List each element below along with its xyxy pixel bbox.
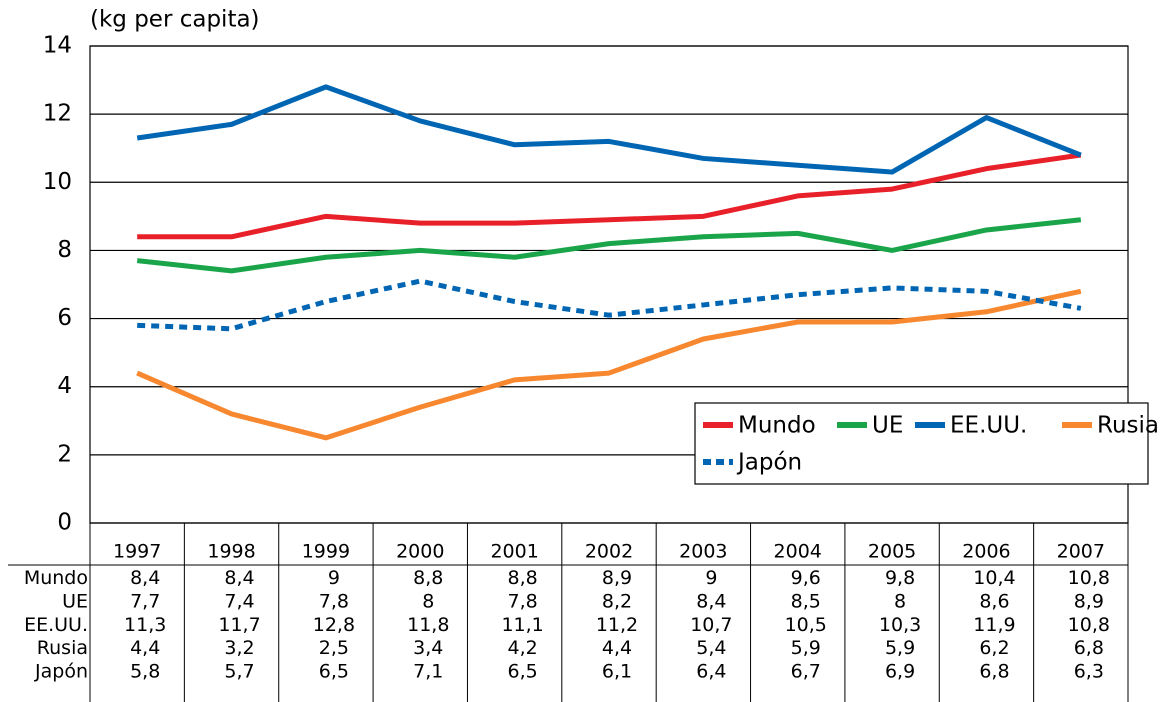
table-row-label: Mundo [24, 567, 88, 589]
table-cell: 6,9 [885, 660, 915, 682]
table-cell: 9 [705, 567, 717, 589]
table-cell: 4,4 [602, 637, 632, 659]
series-line [136, 288, 1082, 441]
table-cell: 11,8 [407, 614, 449, 636]
legend-box [694, 402, 1149, 485]
x-tick-label: 1998 [207, 541, 255, 563]
table-cell: 8 [894, 590, 906, 612]
table-cell: 8,6 [979, 590, 1009, 612]
x-tick-label: 2005 [868, 541, 916, 563]
x-tick-label: 1999 [302, 541, 350, 563]
table-cell: 8,4 [130, 567, 160, 589]
x-tick-label: 2003 [679, 541, 727, 563]
y-axis-label: (kg per capita) [90, 7, 260, 33]
y-tick-label: 14 [43, 33, 72, 59]
table-row-label: UE [62, 590, 88, 612]
table-cell: 11,1 [501, 614, 543, 636]
series-line [137, 278, 1082, 332]
y-tick-label: 12 [43, 101, 72, 127]
table-row-label: Japón [34, 660, 88, 682]
x-tick-label: 2002 [585, 541, 633, 563]
y-tick-label: 4 [57, 373, 72, 399]
table-cell: 9 [328, 567, 340, 589]
table-cell: 2,5 [319, 637, 349, 659]
table-cell: 8,8 [508, 567, 538, 589]
x-tick-label: 2006 [962, 541, 1010, 563]
table-cell: 11,2 [596, 614, 638, 636]
legend-label: Mundo [738, 413, 816, 439]
x-tick-label: 2007 [1057, 541, 1105, 563]
table-cell: 3,2 [224, 637, 254, 659]
table-cell: 9,8 [885, 567, 915, 589]
legend-label: Japón [736, 450, 802, 476]
table-cell: 6,4 [696, 660, 726, 682]
table-cell: 3,4 [413, 637, 443, 659]
y-tick-label: 2 [57, 441, 72, 467]
legend-label: EE.UU. [950, 413, 1027, 439]
table-cell: 10,8 [1068, 567, 1110, 589]
table-cell: 4,2 [508, 637, 538, 659]
y-tick-label: 0 [57, 510, 72, 536]
table-cell: 7,1 [413, 660, 443, 682]
x-tick-label: 1997 [113, 541, 161, 563]
table-cell: 11,3 [124, 614, 166, 636]
table-cell: 6,7 [791, 660, 821, 682]
series-line [136, 84, 1082, 175]
legend-label: UE [872, 413, 903, 439]
table-cell: 7,8 [319, 590, 349, 612]
table-cell: 7,8 [508, 590, 538, 612]
y-tick-label: 10 [43, 169, 72, 195]
table-cell: 8,5 [791, 590, 821, 612]
table-cell: 8,4 [224, 567, 254, 589]
table-cell: 8,4 [696, 590, 726, 612]
series-line [136, 217, 1082, 274]
table-cell: 6,1 [602, 660, 632, 682]
table-cell: 6,5 [319, 660, 349, 682]
table-cell: 6,3 [1074, 660, 1104, 682]
table-cell: 10,8 [1068, 614, 1110, 636]
table-cell: 5,9 [885, 637, 915, 659]
y-tick-label: 8 [57, 237, 72, 263]
table-cell: 9,6 [791, 567, 821, 589]
x-tick-label: 2001 [490, 541, 538, 563]
table-cell: 11,9 [973, 614, 1015, 636]
table-cell: 8,9 [602, 567, 632, 589]
table-cell: 6,8 [1074, 637, 1104, 659]
table-cell: 6,5 [508, 660, 538, 682]
table-cell: 4,4 [130, 637, 160, 659]
legend-label: Rusia [1097, 413, 1159, 439]
table-cell: 12,8 [313, 614, 355, 636]
table-cell: 5,9 [791, 637, 821, 659]
table-cell: 5,8 [130, 660, 160, 682]
table-cell: 5,7 [224, 660, 254, 682]
x-tick-label: 2004 [774, 541, 822, 563]
series-line [137, 152, 1082, 240]
table-cell: 8 [422, 590, 434, 612]
table-cell: 8,2 [602, 590, 632, 612]
y-tick-label: 6 [57, 305, 72, 331]
table-row-label: EE.UU. [24, 614, 88, 636]
table-cell: 11,7 [218, 614, 260, 636]
table-cell: 6,8 [979, 660, 1009, 682]
table-cell: 5,4 [696, 637, 726, 659]
table-cell: 10,4 [973, 567, 1015, 589]
table-cell: 7,4 [224, 590, 254, 612]
x-tick-label: 2000 [396, 541, 444, 563]
table-cell: 8,9 [1074, 590, 1104, 612]
table-row-label: Rusia [37, 637, 88, 659]
table-cell: 10,7 [690, 614, 732, 636]
table-cell: 6,2 [979, 637, 1009, 659]
table-cell: 10,3 [879, 614, 921, 636]
table-cell: 10,5 [785, 614, 827, 636]
table-cell: 8,8 [413, 567, 443, 589]
table-cell: 7,7 [130, 590, 160, 612]
